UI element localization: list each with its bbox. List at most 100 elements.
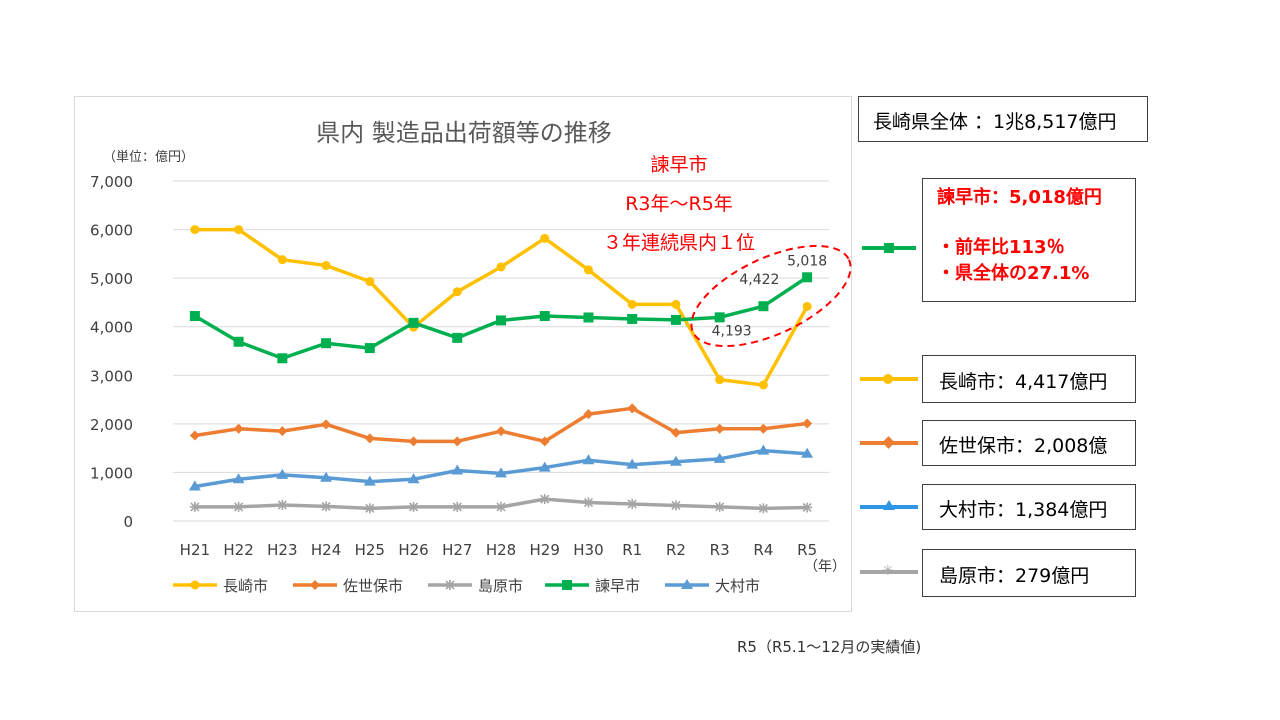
- data-point: [320, 471, 333, 482]
- y-tick-label: 1,000: [90, 464, 133, 482]
- data-point: [407, 473, 420, 484]
- data-point: [364, 343, 375, 354]
- legend-swatch-marker: [310, 580, 320, 590]
- data-point: [277, 499, 288, 510]
- data-point: [538, 461, 551, 472]
- data-point: [539, 494, 550, 505]
- data-label: 4,422: [739, 272, 779, 288]
- prefecture-total-text: 長崎県全体 ：1兆8,517億円: [873, 111, 1117, 133]
- data-point: [496, 315, 506, 326]
- data-point: [189, 501, 200, 512]
- data-point: [758, 301, 769, 312]
- legend-label: 佐世保市: [343, 577, 403, 595]
- data-point: [189, 311, 200, 322]
- shimabara-legend-line: [860, 570, 918, 574]
- data-point: [363, 475, 376, 486]
- x-tick-label: H24: [311, 541, 341, 559]
- prefecture-total-box: 長崎県全体 ：1兆8,517億円: [858, 96, 1148, 142]
- data-point: [277, 353, 288, 364]
- isahaya-summary-bullet-yoy: ・前年比113％: [937, 237, 1065, 258]
- data-point: [452, 436, 463, 447]
- x-tick-label: R3: [710, 541, 730, 559]
- data-point: [495, 467, 507, 478]
- data-point: [714, 312, 725, 323]
- legend-label: 島原市: [478, 577, 523, 595]
- nagasaki-legend-circle-marker: [883, 374, 893, 384]
- data-point: [233, 336, 244, 347]
- legend-swatch-marker: [445, 580, 455, 590]
- data-label: 5,018: [787, 253, 827, 269]
- legend-swatch-marker: [681, 579, 693, 589]
- data-point: [670, 427, 681, 438]
- data-point: [713, 452, 726, 463]
- data-point: [408, 317, 419, 328]
- data-label: 4,193: [712, 323, 752, 339]
- data-point: [671, 299, 681, 309]
- x-tick-label: R1: [622, 541, 642, 559]
- data-point: [802, 272, 813, 283]
- legend-label: 大村市: [715, 577, 760, 595]
- data-point: [190, 225, 200, 235]
- x-tick-label: H30: [573, 541, 603, 559]
- annotation-line: R3年～R5年: [625, 193, 733, 215]
- y-tick-label: 2,000: [90, 416, 133, 434]
- data-point: [715, 375, 725, 385]
- isahaya-legend-square-marker: [884, 243, 894, 253]
- data-point: [539, 311, 550, 322]
- shimabara-legend-star-marker: ✳: [882, 563, 894, 579]
- data-point: [188, 480, 201, 491]
- data-point: [714, 423, 725, 434]
- data-point: [583, 312, 594, 323]
- data-point: [670, 314, 681, 325]
- data-point: [583, 265, 593, 275]
- data-point: [496, 501, 506, 512]
- x-tick-label: R5: [797, 541, 817, 559]
- data-point: [365, 277, 375, 287]
- x-tick-label: H27: [442, 541, 472, 559]
- data-point: [321, 338, 332, 349]
- x-tick-label: H23: [267, 541, 297, 559]
- nagasaki-label: 長崎市：4,417億円: [939, 371, 1108, 393]
- data-point: [364, 503, 375, 514]
- data-point: [364, 433, 375, 444]
- data-point: [408, 501, 419, 512]
- footnote: R5（R5.1～12月の実績値): [737, 638, 922, 656]
- data-point: [277, 255, 287, 265]
- data-point: [758, 503, 769, 514]
- data-point: [496, 262, 506, 272]
- legend-swatch-marker: [562, 580, 572, 590]
- data-point: [758, 423, 769, 434]
- data-point: [627, 299, 637, 309]
- data-point: [582, 454, 595, 465]
- y-tick-label: 7,000: [90, 173, 133, 191]
- data-point: [496, 426, 506, 437]
- data-point: [757, 444, 770, 455]
- data-point: [232, 473, 245, 484]
- chart-title: 県内 製造品出荷額等の推移: [316, 119, 612, 147]
- data-point: [758, 380, 768, 390]
- omura-box: 大村市：1,384億円: [922, 484, 1136, 530]
- y-tick-label: 6,000: [90, 222, 133, 240]
- x-tick-label: R4: [753, 541, 773, 559]
- nagasaki-box: 長崎市：4,417億円: [922, 355, 1136, 403]
- y-unit-label: （単位：億円）: [103, 149, 194, 165]
- data-point: [583, 409, 594, 420]
- data-point: [408, 436, 419, 447]
- data-point: [802, 502, 813, 513]
- data-point: [452, 332, 463, 343]
- shimabara-box: 島原市：279億円: [922, 549, 1136, 597]
- data-point: [321, 261, 331, 271]
- data-point: [233, 501, 244, 512]
- x-tick-label: H22: [223, 541, 253, 559]
- line-chart: 県内 製造品出荷額等の推移 （単位：億円） 0 1,000 2,000 3,000 4,00…: [90, 119, 852, 595]
- y-tick-label: 4,000: [90, 319, 133, 337]
- x-tick-label: H29: [530, 541, 560, 559]
- data-point: [802, 418, 813, 429]
- x-tick-label: H21: [180, 541, 210, 559]
- data-point: [452, 501, 463, 512]
- data-point: [451, 464, 464, 475]
- data-point: [540, 233, 550, 243]
- data-point: [539, 436, 550, 447]
- data-point: [670, 500, 681, 511]
- x-tick-label: H26: [398, 541, 428, 559]
